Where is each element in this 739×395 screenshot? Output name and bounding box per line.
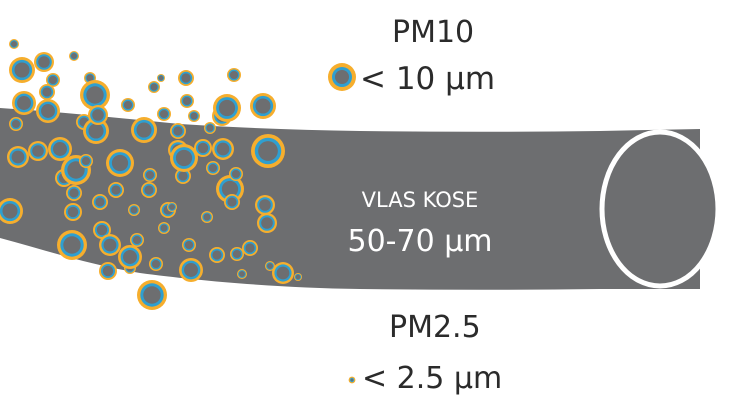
pm25-legend: PM2.5 < 2.5 µm <box>348 310 502 395</box>
particle <box>229 167 243 181</box>
pm25-particle-icon <box>348 376 356 384</box>
particle <box>157 107 171 121</box>
particle <box>39 84 55 100</box>
particle <box>158 222 170 234</box>
particle <box>255 195 275 215</box>
particle <box>69 51 79 61</box>
particle <box>57 230 87 260</box>
particle <box>180 94 194 108</box>
particle <box>66 185 82 201</box>
particle <box>34 52 54 72</box>
particle <box>257 213 277 233</box>
particle <box>28 141 48 161</box>
hair-cross-section <box>599 129 721 289</box>
particle <box>93 221 111 239</box>
particle <box>175 168 191 184</box>
particle <box>131 117 157 143</box>
particle <box>106 149 134 177</box>
particle <box>213 94 241 122</box>
particle <box>7 146 29 168</box>
particle <box>137 280 167 310</box>
particle <box>224 194 240 210</box>
particle <box>209 247 225 263</box>
pm10-title: PM10 <box>392 15 474 50</box>
particle <box>9 117 23 131</box>
particle <box>12 91 36 115</box>
particle <box>294 273 302 281</box>
particle <box>92 194 108 210</box>
hair-label: VLAS KOSE 50-70 µm <box>347 188 492 259</box>
particle <box>242 240 258 256</box>
particle <box>206 161 220 175</box>
particle <box>179 258 203 282</box>
particle <box>250 93 276 119</box>
particle <box>149 257 163 271</box>
particle <box>272 262 294 284</box>
particle <box>212 138 234 160</box>
particle <box>83 118 109 144</box>
particle <box>64 203 82 221</box>
particle <box>194 139 212 157</box>
particle <box>118 245 142 269</box>
particle <box>36 99 60 123</box>
particle <box>157 74 165 82</box>
particle <box>201 211 213 223</box>
particle <box>99 262 117 280</box>
particle <box>121 98 135 112</box>
particle <box>0 198 23 224</box>
particle <box>108 182 124 198</box>
particle <box>265 261 275 271</box>
particle <box>204 122 216 134</box>
particle <box>237 269 247 279</box>
particle <box>79 154 93 168</box>
particle <box>170 123 186 139</box>
particle <box>178 70 194 86</box>
pm25-size: < 2.5 µm <box>362 361 502 395</box>
particle <box>9 57 35 83</box>
particle <box>167 202 177 212</box>
hair-size: 50-70 µm <box>347 224 492 259</box>
pm10-particle-icon <box>328 63 356 91</box>
particle <box>88 105 108 125</box>
particle <box>9 39 19 49</box>
particle <box>141 182 157 198</box>
particle <box>143 168 157 182</box>
pm25-title: PM2.5 <box>389 310 481 345</box>
particle <box>128 204 140 216</box>
particle <box>48 137 72 161</box>
particle <box>99 234 121 256</box>
particle <box>227 68 241 82</box>
particle <box>80 80 110 110</box>
particle <box>148 81 160 93</box>
particle <box>216 175 244 203</box>
particle <box>188 110 200 122</box>
particle-cluster <box>0 39 302 310</box>
particle <box>130 233 144 247</box>
particle <box>46 73 60 87</box>
particle <box>182 238 196 252</box>
hair-title: VLAS KOSE <box>362 188 479 212</box>
pm10-legend: PM10 < 10 µm <box>328 15 495 97</box>
particle <box>170 144 198 172</box>
particle <box>230 247 244 261</box>
pm10-size: < 10 µm <box>360 61 495 97</box>
particle <box>251 134 285 168</box>
